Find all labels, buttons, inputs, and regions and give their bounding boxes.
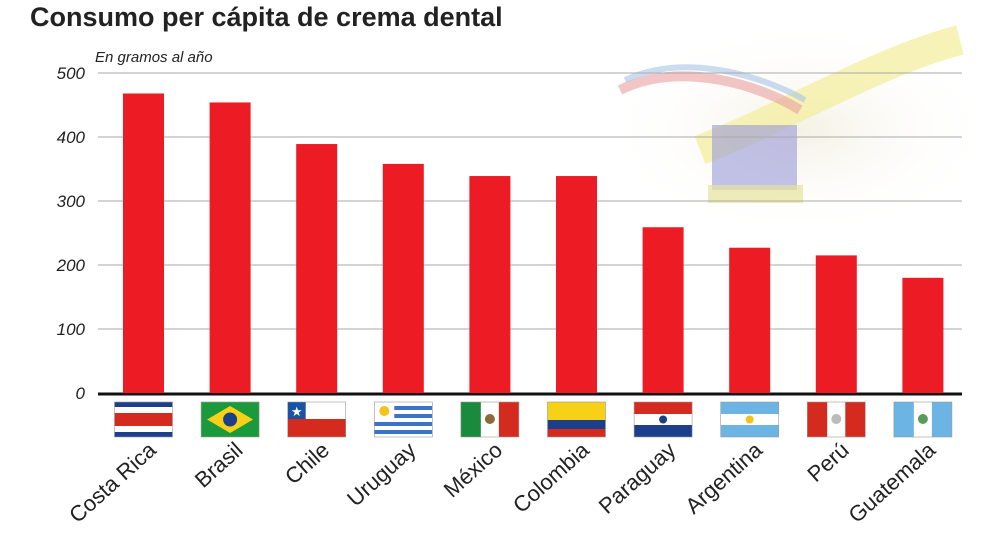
bar [209, 102, 251, 393]
x-tick-label: Uruguay [342, 437, 421, 511]
flag-icon [460, 401, 520, 438]
flag-stripe [547, 402, 606, 420]
y-axis-unit-label: En gramos al año [95, 49, 213, 66]
x-tick-label: Guatemala [844, 437, 941, 528]
flag-border [633, 401, 693, 438]
flag-stripe [547, 429, 606, 437]
toothbrush-illustration [600, 20, 992, 240]
flag-stripe [114, 413, 173, 426]
flag-border [893, 401, 953, 438]
bar [815, 255, 857, 393]
y-tick-label: 400 [57, 128, 86, 147]
flag-border [460, 401, 520, 438]
flag-icon [547, 401, 606, 438]
flag-stripe [374, 422, 433, 426]
flag-border [720, 401, 780, 438]
y-tick-label: 0 [76, 384, 86, 403]
flag-border [114, 401, 173, 438]
flag-stripe [931, 402, 952, 437]
flag-icon [114, 401, 173, 438]
flag-globe [223, 412, 238, 427]
flag-stripe [460, 402, 481, 437]
flag-icon: ★ [287, 401, 347, 438]
flag-stripe [374, 414, 433, 418]
flag-sun [745, 415, 754, 424]
x-tick-label: Perú [802, 437, 853, 487]
flag-stripe [374, 430, 433, 434]
x-tick-label: Costa Rica [64, 437, 161, 528]
x-tick-label: Argentina [680, 437, 767, 519]
flag-emblem [831, 414, 842, 424]
bar [296, 144, 338, 393]
bar [729, 247, 771, 393]
chart-title: Consumo per cápita de crema dental [30, 2, 503, 32]
bar [902, 277, 944, 393]
flag-stripe [498, 402, 519, 437]
x-tick-label: Brasil [190, 437, 248, 492]
y-tick-label: 500 [57, 64, 86, 83]
flag-icon [200, 401, 260, 438]
y-tick-label: 200 [56, 256, 86, 275]
flag-stripe [287, 419, 346, 437]
flag-stripe [287, 402, 306, 419]
flag-icon [633, 401, 693, 438]
bar [382, 163, 424, 393]
flag-stripe [547, 420, 606, 429]
flag-stripe [845, 402, 866, 437]
x-tick-label: Chile [280, 437, 334, 489]
flag-star: ★ [291, 404, 303, 419]
flag-stripe [893, 402, 914, 437]
flag-stripe [634, 402, 693, 414]
flag-stripe [374, 406, 433, 410]
flag-stripe [807, 402, 828, 437]
bar [556, 176, 597, 393]
flag-sun [379, 406, 390, 416]
flag-border [373, 401, 433, 438]
flag-emblem [917, 414, 928, 424]
flag-emblem [659, 415, 668, 424]
flag-icon [893, 401, 953, 438]
bar [642, 227, 684, 393]
flag-icon [806, 401, 866, 438]
x-tick-label: Colombia [508, 437, 594, 518]
flag-border [806, 401, 866, 438]
bar [469, 176, 511, 393]
flag-icon [720, 401, 780, 438]
flag-stripe [114, 432, 173, 437]
y-tick-label: 300 [57, 192, 86, 211]
x-tick-label: Paraguay [594, 437, 681, 519]
flag-stripe [634, 425, 693, 437]
bar [123, 93, 164, 393]
flag-border [200, 401, 260, 438]
flag-border [547, 401, 606, 438]
flag-border [287, 401, 347, 438]
flag-stripe [114, 402, 173, 407]
x-tick-label: México [439, 437, 508, 502]
flag-icon [373, 401, 433, 438]
flag-stripe [720, 425, 779, 437]
y-tick-label: 100 [57, 320, 86, 339]
flag-stripe [720, 402, 779, 414]
flag-emblem [484, 414, 495, 424]
